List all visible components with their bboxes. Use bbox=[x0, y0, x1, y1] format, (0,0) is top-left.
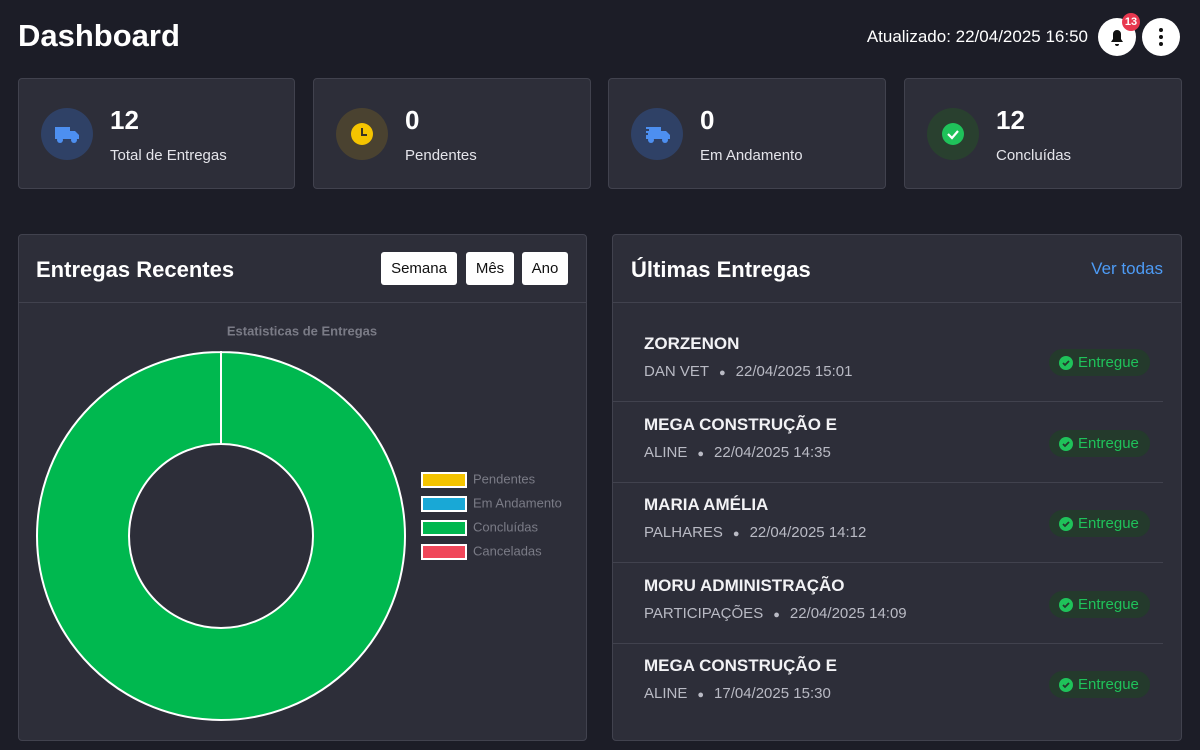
bullet: ● bbox=[719, 367, 726, 379]
stat-value: 12 bbox=[996, 105, 1025, 135]
check-icon bbox=[1059, 597, 1073, 612]
filter-button[interactable]: Semana bbox=[381, 252, 457, 285]
updated-at: Atualizado: 22/04/2025 16:50 bbox=[866, 27, 1088, 46]
stat-value: 0 bbox=[700, 105, 715, 135]
status-badge: Entregue bbox=[1049, 510, 1150, 537]
bullet: ● bbox=[773, 608, 780, 621]
divider bbox=[613, 302, 1181, 303]
status-badge: Entregue bbox=[1049, 349, 1150, 376]
delivery-list: ZORZENON DAN VET ● 22/04/2025 15:01 Entregue… bbox=[613, 303, 1181, 740]
item-client: PALHARES bbox=[644, 524, 723, 541]
item-name: MARIA AMÉLIA bbox=[644, 495, 769, 514]
check-icon bbox=[1059, 517, 1073, 531]
legend-label: Em Andamento bbox=[473, 495, 562, 510]
panel-title: Entregas Recentes bbox=[36, 257, 235, 282]
dots-icon bbox=[1159, 28, 1163, 46]
item-client: PARTICIPAÇÕES bbox=[644, 604, 764, 622]
bell-icon bbox=[1111, 30, 1123, 46]
item-subtitle: ALINE ● 17/04/2025 15:30 bbox=[644, 685, 831, 702]
check-icon bbox=[1059, 678, 1073, 692]
legend-label: Pendentes bbox=[473, 471, 536, 486]
menu-button[interactable] bbox=[1142, 18, 1180, 56]
page-title: Dashboard bbox=[18, 18, 180, 53]
item-name: MEGA CONSTRUÇÃO E bbox=[644, 656, 837, 675]
panel-title: Últimas Entregas bbox=[631, 257, 811, 282]
stat-card: 0 Pendentes bbox=[313, 78, 591, 189]
legend-label: Canceladas bbox=[473, 543, 542, 558]
bullet: ● bbox=[732, 528, 740, 540]
item-client: ALINE bbox=[644, 685, 688, 702]
chart-title: Estatisticas de Entregas bbox=[227, 323, 377, 338]
item-name: MEGA CONSTRUÇÃO E bbox=[644, 414, 837, 434]
legend-swatch bbox=[421, 496, 467, 512]
recent-panel: Entregas Recentes Semana Mês Ano Estatis… bbox=[18, 234, 587, 741]
notification-badge: 13 bbox=[1122, 13, 1140, 31]
item-date: 22/04/2025 14:35 bbox=[714, 443, 831, 461]
donut-chart: Estatisticas de Entregas Pendentes Em And… bbox=[36, 323, 562, 722]
stat-label: Em Andamento bbox=[700, 147, 803, 164]
stat-label: Pendentes bbox=[405, 147, 477, 164]
legend-swatch bbox=[421, 544, 467, 560]
divider bbox=[613, 562, 1163, 563]
stat-value: 0 bbox=[405, 105, 420, 135]
item-subtitle: PALHARES ● 22/04/2025 14:12 bbox=[644, 524, 866, 541]
stat-card: 0 Em Andamento bbox=[608, 78, 886, 189]
filter-button[interactable]: Mês bbox=[466, 252, 514, 285]
item-name: ZORZENON bbox=[644, 334, 740, 353]
stat-icon bbox=[41, 108, 93, 160]
legend-swatch bbox=[421, 520, 467, 536]
item-date: 22/04/2025 14:12 bbox=[749, 524, 867, 541]
stat-card: 12 Concluídas bbox=[904, 78, 1182, 189]
stat-icon bbox=[336, 108, 388, 160]
item-date: 17/04/2025 15:30 bbox=[714, 685, 831, 702]
status-text: Entregue bbox=[1078, 676, 1139, 693]
item-subtitle: DAN VET ● 22/04/2025 15:01 bbox=[644, 363, 852, 380]
stat-icon bbox=[631, 108, 683, 160]
divider bbox=[613, 401, 1163, 402]
status-text: Entregue bbox=[1078, 595, 1139, 613]
stat-card: 12 Total de Entregas bbox=[18, 78, 295, 189]
divider bbox=[613, 481, 1163, 483]
divider bbox=[613, 642, 1163, 644]
item-subtitle: PARTICIPAÇÕES ● 22/04/2025 14:09 bbox=[644, 605, 907, 622]
status-badge: Entregue bbox=[1049, 429, 1150, 457]
status-text: Entregue bbox=[1078, 515, 1139, 532]
status-text: Entregue bbox=[1078, 354, 1139, 371]
bullet: ● bbox=[697, 689, 705, 701]
check-icon bbox=[1059, 436, 1073, 451]
item-subtitle: ALINE ● 22/04/2025 14:35 bbox=[644, 444, 831, 461]
item-date: 22/04/2025 15:01 bbox=[735, 363, 853, 380]
legend-swatch bbox=[421, 472, 467, 488]
legend-label: Concluídas bbox=[473, 519, 539, 534]
item-client: DAN VET bbox=[644, 363, 710, 380]
stat-label: Total de Entregas bbox=[110, 147, 227, 164]
notifications-button[interactable]: 13 bbox=[1098, 13, 1140, 56]
divider bbox=[19, 302, 586, 303]
item-client: ALINE bbox=[644, 443, 688, 461]
check-icon bbox=[1059, 356, 1073, 370]
status-badge: Entregue bbox=[1049, 671, 1150, 698]
status-badge: Entregue bbox=[1049, 590, 1150, 618]
stat-label: Concluídas bbox=[996, 147, 1072, 164]
item-name: MORU ADMINISTRAÇÃO bbox=[644, 575, 845, 595]
bullet: ● bbox=[697, 447, 705, 460]
latest-panel: Últimas Entregas Ver todas ZORZENON DAN V… bbox=[612, 234, 1182, 741]
item-date: 22/04/2025 14:09 bbox=[789, 604, 907, 622]
donut-segment bbox=[36, 350, 406, 722]
filter-button[interactable]: Ano bbox=[522, 252, 568, 285]
stat-value: 12 bbox=[110, 105, 139, 135]
stat-icon bbox=[927, 108, 979, 160]
status-text: Entregue bbox=[1078, 434, 1139, 452]
see-all-link[interactable]: Ver todas bbox=[1091, 259, 1163, 278]
